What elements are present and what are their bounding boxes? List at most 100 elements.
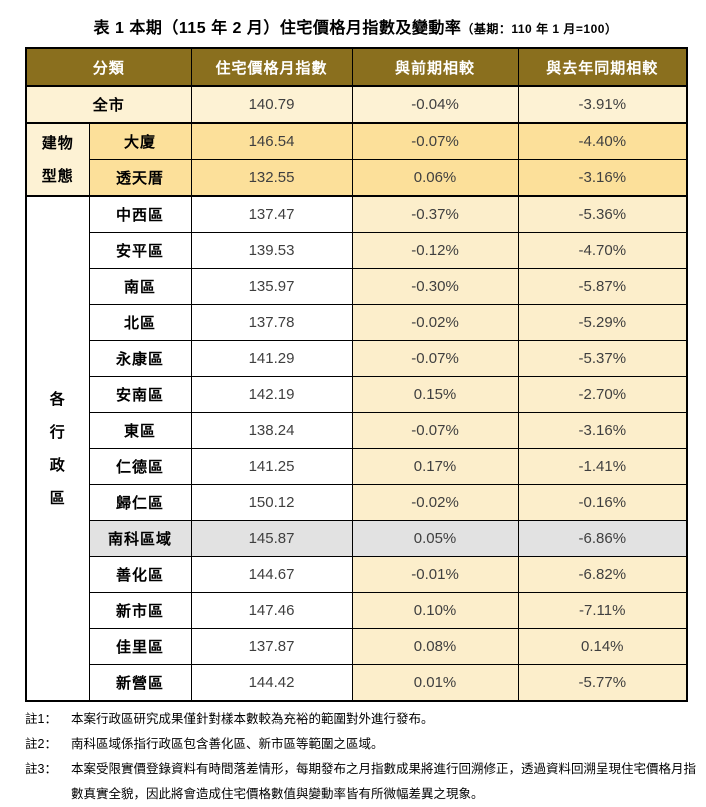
mom-cell: -0.07% (351, 412, 519, 449)
table-row: 全市 140.79 -0.04% -3.91% (25, 85, 688, 124)
table-row: 新市區 147.46 0.10% -7.11% (26, 592, 688, 629)
index-cell: 144.42 (190, 664, 353, 702)
page-title: 表 1 本期（115 年 2 月）住宅價格月指數及變動率（基期：110 年 1 … (25, 14, 686, 38)
group-label-line: 建物 (41, 134, 74, 152)
table-row: 新營區 144.42 0.01% -5.77% (26, 664, 688, 702)
yoy-cell: -3.91% (517, 85, 688, 124)
footnote-3-label: 註3： (25, 762, 57, 776)
yoy-cell: -2.70% (517, 376, 688, 413)
table-body: 全市 140.79 -0.04% -3.91% 建物 型態 大廈 146.54 -0.07% -4… (25, 85, 688, 702)
group-label-line: 各 (49, 390, 66, 408)
index-cell: 145.87 (190, 520, 353, 557)
category-cell: 新市區 (88, 592, 192, 629)
header-yoy: 與去年同期相較 (517, 47, 688, 87)
group-label-building: 建物 型態 (25, 122, 90, 197)
table-row: 安平區 139.53 -0.12% -4.70% (26, 232, 688, 269)
category-cell: 北區 (88, 304, 192, 341)
index-cell: 140.79 (190, 85, 353, 124)
index-cell: 137.87 (190, 628, 353, 665)
mom-cell: 0.17% (351, 448, 519, 485)
yoy-cell: -6.82% (517, 556, 688, 593)
category-cell: 永康區 (88, 340, 192, 377)
index-cell: 137.47 (190, 195, 353, 233)
table-row: 南區 135.97 -0.30% -5.87% (26, 268, 688, 305)
index-cell: 146.54 (190, 122, 353, 160)
yoy-cell: -3.16% (517, 412, 688, 449)
category-cell: 善化區 (88, 556, 192, 593)
mom-cell: 0.10% (351, 592, 519, 629)
yoy-cell: -5.36% (517, 195, 688, 233)
yoy-cell: -5.87% (517, 268, 688, 305)
footnote-1: 註1： 本案行政區研究成果僅針對樣本數較為充裕的範圍對外進行發布。 (25, 707, 705, 732)
footnote-3: 註3： 本案受限實價登錄資料有時間落差情形，每期發布之月指數成果將進行回溯修正，… (25, 757, 705, 807)
table-row: 透天厝 132.55 0.06% -3.16% (26, 159, 688, 197)
mom-cell: 0.01% (351, 664, 519, 702)
yoy-cell: -5.37% (517, 340, 688, 377)
mom-cell: 0.06% (351, 159, 519, 197)
yoy-cell: -3.16% (517, 159, 688, 197)
title-suffix-text: （基期：110 年 1 月=100） (461, 22, 618, 36)
footnote-1-label: 註1： (25, 712, 57, 726)
category-cell: 中西區 (88, 195, 192, 233)
table-row: 各行政區中西區 137.47 -0.37% -5.36% (25, 195, 688, 702)
footnote-3-text: 本案受限實價登錄資料有時間落差情形，每期發布之月指數成果將進行回溯修正，透過資料… (71, 762, 697, 801)
group-label-district: 各行政區 (25, 195, 90, 702)
category-cell: 歸仁區 (88, 484, 192, 521)
index-cell: 150.12 (190, 484, 353, 521)
mom-cell: -0.37% (351, 195, 519, 233)
table-row: 善化區 144.67 -0.01% -6.82% (26, 556, 688, 593)
header-category: 分類 (25, 47, 192, 87)
index-cell: 141.25 (190, 448, 353, 485)
yoy-cell: -5.29% (517, 304, 688, 341)
category-cell: 東區 (88, 412, 192, 449)
table-row: 北區 137.78 -0.02% -5.29% (26, 304, 688, 341)
mom-cell: -0.04% (351, 85, 519, 124)
table-row: 仁德區 141.25 0.17% -1.41% (26, 448, 688, 485)
index-cell: 147.46 (190, 592, 353, 629)
category-cell: 全市 (25, 85, 192, 124)
index-cell: 132.55 (190, 159, 353, 197)
mom-cell: 0.08% (351, 628, 519, 665)
index-cell: 141.29 (190, 340, 353, 377)
group-label-line: 區 (49, 489, 66, 507)
category-cell: 仁德區 (88, 448, 192, 485)
group-label-line: 政 (49, 456, 66, 474)
category-cell: 透天厝 (88, 159, 192, 197)
mom-cell: 0.05% (351, 520, 519, 557)
yoy-cell: 0.14% (517, 628, 688, 665)
index-cell: 144.67 (190, 556, 353, 593)
yoy-cell: -0.16% (517, 484, 688, 521)
table-row: 永康區 141.29 -0.07% -5.37% (26, 340, 688, 377)
category-cell: 南區 (88, 268, 192, 305)
index-cell: 142.19 (190, 376, 353, 413)
mom-cell: -0.12% (351, 232, 519, 269)
category-cell: 新營區 (88, 664, 192, 702)
yoy-cell: -1.41% (517, 448, 688, 485)
index-cell: 137.78 (190, 304, 353, 341)
table-row: 東區 138.24 -0.07% -3.16% (26, 412, 688, 449)
category-cell: 佳里區 (88, 628, 192, 665)
yoy-cell: -4.70% (517, 232, 688, 269)
category-cell: 安南區 (88, 376, 192, 413)
header-mom: 與前期相較 (351, 47, 519, 87)
group-label-line: 型態 (41, 167, 74, 185)
yoy-cell: -5.77% (517, 664, 688, 702)
header-index: 住宅價格月指數 (190, 47, 353, 87)
index-cell: 138.24 (190, 412, 353, 449)
yoy-cell: -6.86% (517, 520, 688, 557)
mom-cell: -0.01% (351, 556, 519, 593)
title-main-text: 表 1 本期（115 年 2 月）住宅價格月指數及變動率 (93, 20, 462, 37)
category-cell: 大廈 (88, 122, 192, 160)
table-header: 分類 住宅價格月指數 與前期相較 與去年同期相較 (25, 47, 688, 87)
category-cell: 南科區域 (88, 520, 192, 557)
mom-cell: -0.07% (351, 340, 519, 377)
index-cell: 135.97 (190, 268, 353, 305)
yoy-cell: -7.11% (517, 592, 688, 629)
header-row: 分類 住宅價格月指數 與前期相較 與去年同期相較 (25, 47, 688, 87)
yoy-cell: -4.40% (517, 122, 688, 160)
footnote-1-text: 本案行政區研究成果僅針對樣本數較為充裕的範圍對外進行發布。 (71, 712, 434, 726)
table-row: 歸仁區 150.12 -0.02% -0.16% (26, 484, 688, 521)
mom-cell: -0.02% (351, 304, 519, 341)
footnotes: 註1： 本案行政區研究成果僅針對樣本數較為充裕的範圍對外進行發布。 註2： 南科… (25, 707, 705, 807)
